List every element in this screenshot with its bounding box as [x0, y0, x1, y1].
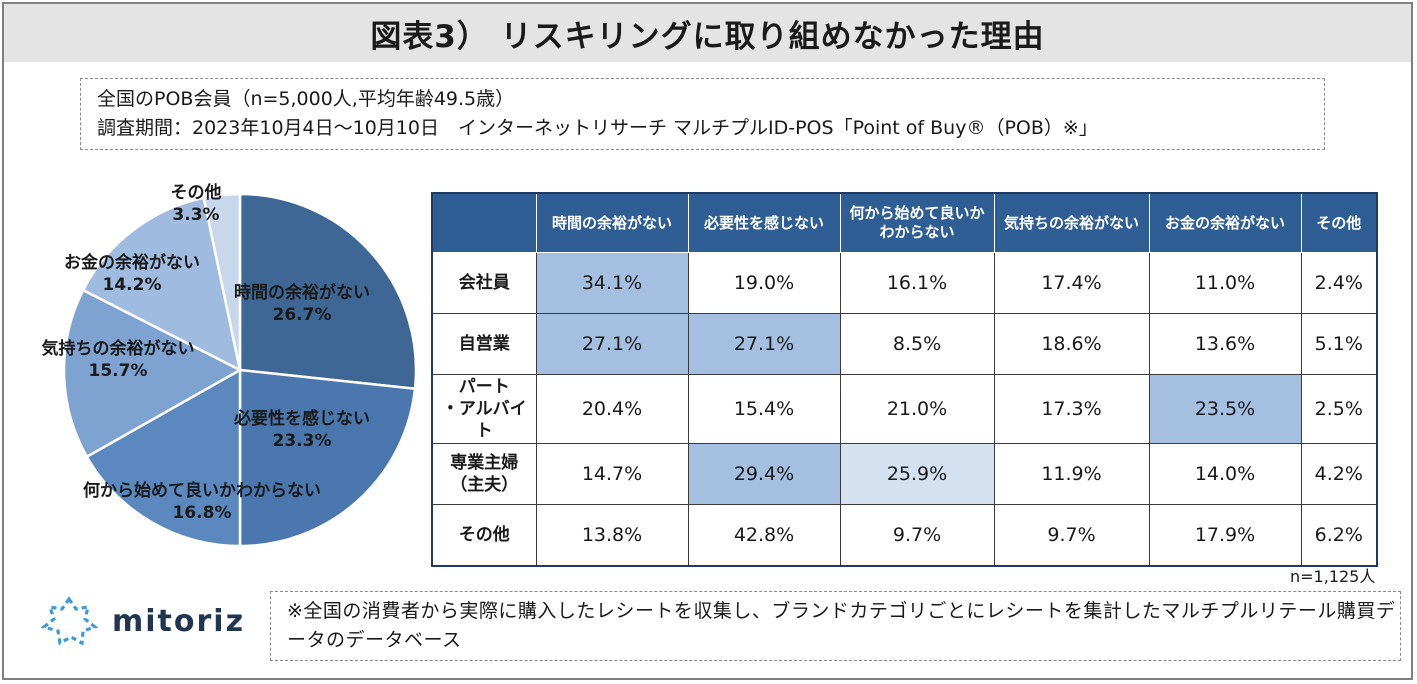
table-row-header: 会社員	[431, 252, 537, 314]
table-cell: 11.0%	[1148, 252, 1302, 314]
pie-slice	[202, 192, 242, 371]
survey-line-2: 調査期間：2023年10月4日～10月10日 インターネットリサーチ マルチプル…	[97, 117, 1098, 139]
table-cell: 20.4%	[535, 374, 689, 444]
pie-slice-value: 23.3%	[273, 431, 332, 451]
table-cell: 2.4%	[1300, 252, 1378, 314]
table-row-header: パート ・アルバイト	[431, 374, 537, 444]
table-cell: 27.1%	[535, 313, 689, 375]
table-cell: 25.9%	[839, 443, 995, 505]
table-cell: 2.5%	[1300, 374, 1378, 444]
logo-mark-icon	[40, 596, 99, 646]
figure-title: 図表3） リスキリングに取り組めなかった理由	[4, 4, 1411, 62]
table-cell: 13.8%	[535, 504, 689, 567]
table-cell: 21.0%	[839, 374, 995, 444]
pie-slice-label: 何から始めて良いかわからない	[83, 480, 321, 501]
pie-slice	[62, 288, 243, 459]
table-cell: 23.5%	[1148, 374, 1302, 444]
pie-slice-label: 時間の余裕がない	[234, 282, 370, 303]
sample-size-note: n=1,125人	[1290, 567, 1376, 586]
table-column-header: 時間の余裕がない	[535, 192, 689, 253]
pie-slice-value: 3.3%	[172, 205, 219, 225]
table-cell: 11.9%	[993, 443, 1150, 505]
pie-slice-label: 必要性を感じない	[233, 408, 370, 429]
table-cell: 14.0%	[1148, 443, 1302, 505]
table-cell: 34.1%	[535, 252, 689, 314]
pie-slice-value: 15.7%	[89, 361, 148, 381]
pie-slice	[238, 368, 417, 548]
table-row: 自営業 27.1% 27.1% 8.5% 18.6% 13.6% 5.1%	[431, 313, 1378, 375]
table-header-row: 時間の余裕がない 必要性を感じない 何から始めて良いか わからない 気持ちの余裕がないお…	[431, 192, 1378, 253]
survey-info-box: 全国のPOB会員（n=5,000人,平均年齢49.5歳） 調査期間：2023年1…	[80, 78, 1325, 150]
breakdown-table: 時間の余裕がない 必要性を感じない 何から始めて良いか わからない 気持ちの余裕がないお…	[431, 192, 1378, 567]
table-cell: 18.6%	[993, 313, 1150, 375]
logo-text: mitoriz	[112, 603, 246, 639]
table-cell: 42.8%	[687, 504, 841, 567]
table-corner-cell	[431, 192, 537, 253]
table-cell: 16.1%	[839, 252, 995, 314]
table-cell: 13.6%	[1148, 313, 1302, 375]
pie-slice-label: お金の余裕がない	[64, 252, 200, 273]
table-cell: 15.4%	[687, 374, 841, 444]
table-column-header: 必要性を感じない	[687, 192, 841, 253]
pie-slice-value: 16.8%	[173, 503, 232, 523]
table-column-header: 何から始めて良いか わからない	[839, 192, 995, 253]
table-cell: 19.0%	[687, 252, 841, 314]
table-cell: 29.4%	[687, 443, 841, 505]
pie-slice-label: その他	[171, 182, 222, 203]
pie-slice	[81, 196, 242, 373]
footnote-box: ※全国の消費者から実際に購入したレシートを収集し、ブランドカテゴリごとにレシート…	[270, 591, 1401, 661]
pie-slice	[85, 367, 242, 548]
table-row-header: 自営業	[431, 313, 537, 375]
survey-line-1: 全国のPOB会員（n=5,000人,平均年齢49.5歳）	[97, 88, 515, 110]
table-column-header: 気持ちの余裕がない	[993, 192, 1150, 253]
table-cell: 5.1%	[1300, 313, 1378, 375]
table-cell: 14.7%	[535, 443, 689, 505]
pie-slice-value: 26.7%	[273, 305, 332, 325]
table-cell: 17.4%	[993, 252, 1150, 314]
table-cell: 9.7%	[839, 504, 995, 567]
table-cell: 9.7%	[993, 504, 1150, 567]
table-column-header: お金の余裕がない	[1148, 192, 1302, 253]
table-cell: 17.9%	[1148, 504, 1302, 567]
table-row-header: 専業主婦 （主夫）	[431, 443, 537, 505]
table-cell: 6.2%	[1300, 504, 1378, 567]
pie-slice	[238, 192, 418, 391]
table-cell: 17.3%	[993, 374, 1150, 444]
table-cell: 4.2%	[1300, 443, 1378, 505]
table-row: その他 13.8% 42.8% 9.7% 9.7% 17.9% 6.2%	[431, 504, 1378, 567]
mitoriz-logo: mitoriz	[38, 596, 245, 646]
pie-slice-value: 14.2%	[103, 275, 162, 295]
table-row: 会社員 34.1% 19.0% 16.1% 17.4% 11.0% 2.4%	[431, 252, 1378, 314]
table-column-header: その他	[1300, 192, 1378, 253]
pie-slice-label: 気持ちの余裕がない	[41, 338, 195, 359]
table-row: パート ・アルバイト 20.4% 15.4% 21.0% 17.3% 23.5% 2.5%	[431, 374, 1378, 444]
table-cell: 27.1%	[687, 313, 841, 375]
pie-chart: 時間の余裕がない 26.7% 必要性を感じない 23.3% 何から始めて良いかわからない…	[40, 180, 440, 560]
table-row-header: その他	[431, 504, 537, 567]
table-cell: 8.5%	[839, 313, 995, 375]
table-row: 専業主婦 （主夫） 14.7% 29.4% 25.9% 11.9% 14.0% 4.2%	[431, 443, 1378, 505]
